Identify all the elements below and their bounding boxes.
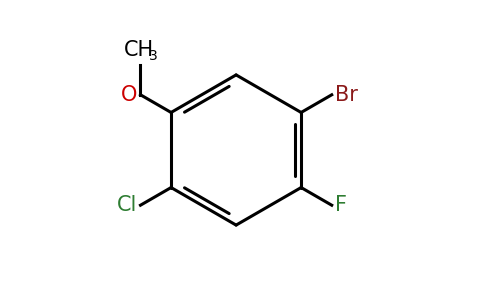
Text: Br: Br <box>335 85 358 105</box>
Text: F: F <box>335 195 347 215</box>
Text: 3: 3 <box>149 49 157 63</box>
Text: O: O <box>121 85 137 105</box>
Text: CH: CH <box>124 40 154 60</box>
Text: Cl: Cl <box>117 195 137 215</box>
